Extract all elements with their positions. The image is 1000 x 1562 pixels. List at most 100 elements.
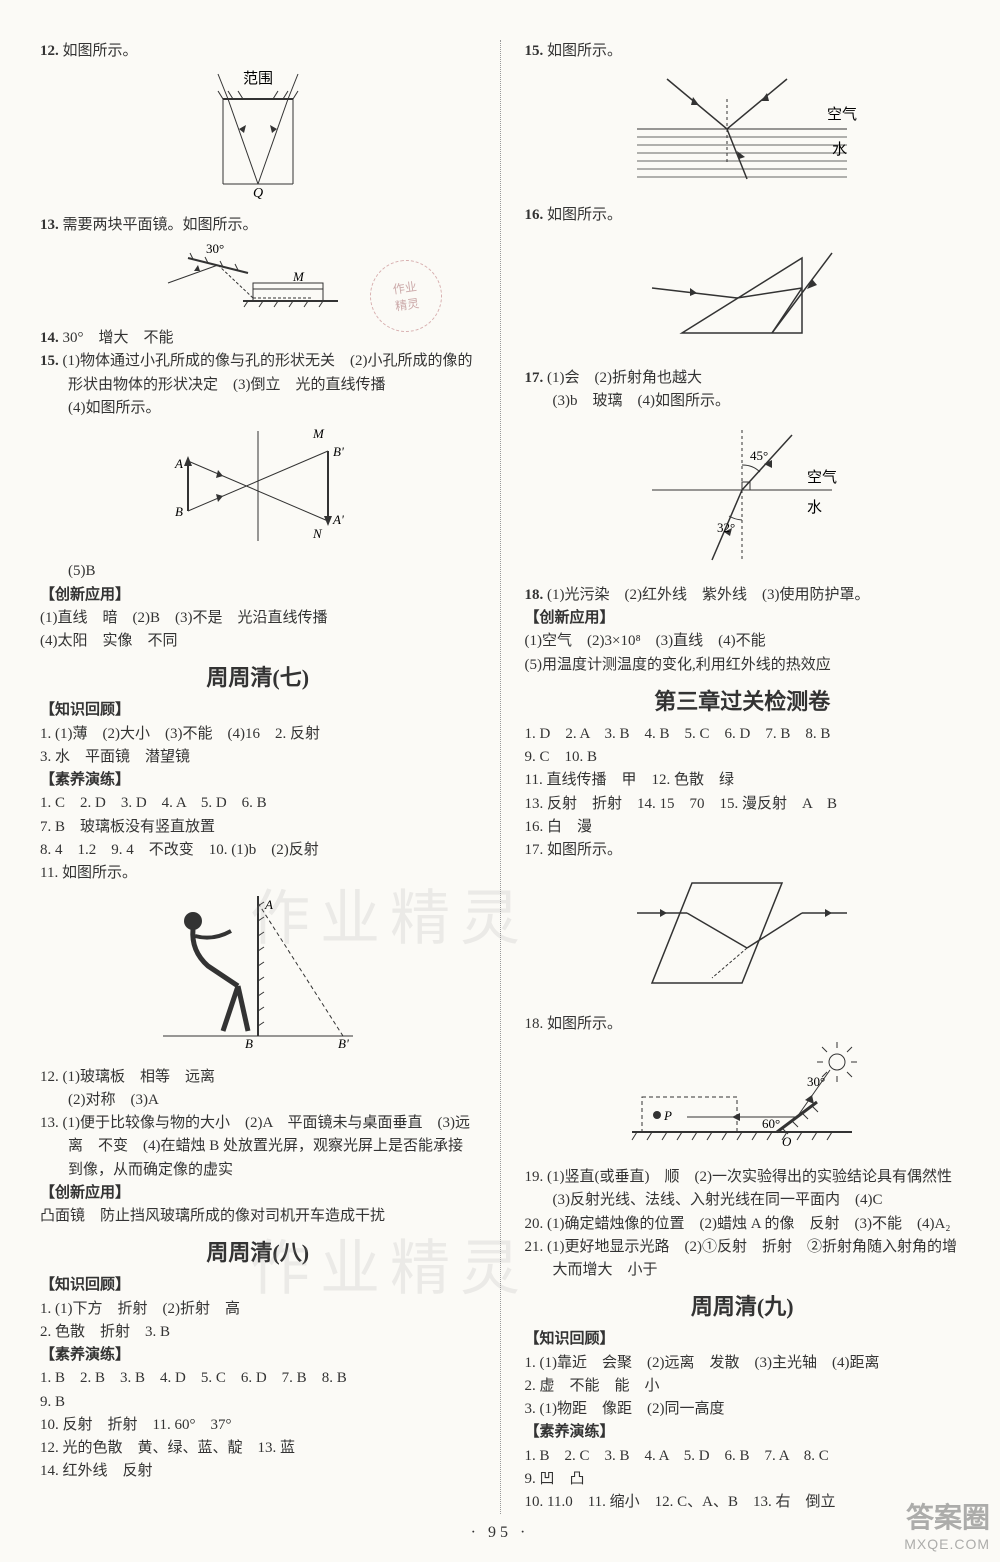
zs9-l2: 2. 虚 不能 能 小 [525, 1375, 961, 1398]
corner-watermark: 答案圈 MXQE.COM [904, 1496, 990, 1552]
r-cx-l1: (1)空气 (2)3×10⁸ (3)直线 (4)不能 [525, 630, 961, 653]
r-q15-num: 15. [525, 43, 544, 59]
right-column: 15. 如图所示。 [525, 40, 961, 1514]
title-ch3: 第三章过关检测卷 [525, 685, 961, 719]
sy8-l1: 1. B 2. B 3. B 4. D 5. C 6. D 7. B 8. B [40, 1367, 476, 1390]
corner-cn: 答案圈 [904, 1496, 990, 1536]
sy9-l1: 1. B 2. C 3. B 4. A 5. D 6. B 7. A 8. C [525, 1445, 961, 1468]
fig12: 范围 Q [40, 69, 476, 207]
r-q18: 18. (1)光污染 (2)红外线 紫外线 (3)使用防护罩。 [525, 584, 961, 607]
q15-num: 15. [40, 353, 59, 369]
ch3-l8-text: 19. (1)竖直(或垂直) 顺 (2)一次实验得出的实验结论具有偶然性 (3)… [525, 1169, 968, 1208]
r-q18-text: (1)光污染 (2)红外线 紫外线 (3)使用防护罩。 [547, 587, 869, 603]
r-fig17b [525, 868, 961, 1006]
zs8-l2: 2. 色散 折射 3. B [40, 1321, 476, 1344]
zs9-header: 【知识回顾】 [525, 1328, 961, 1351]
title-zzq8: 周周清(八) [40, 1236, 476, 1270]
corner-en: MXQE.COM [904, 1536, 990, 1552]
q14: 14. 30° 增大 不能 [40, 327, 476, 350]
page: 作业精灵 作业精灵 作业 精灵 12. 如图所示。 范围 [0, 0, 1000, 1562]
sy7-l5a-text: 12. (1)玻璃板 相等 远离 [40, 1069, 215, 1085]
r-q17-l2: (3)b 玻璃 (4)如图所示。 [525, 390, 961, 413]
sy8-l2: 9. B [40, 1391, 476, 1414]
zs7-header: 【知识回顾】 [40, 699, 476, 722]
sy7-l1: 1. C 2. D 3. D 4. A 5. D 6. B [40, 792, 476, 815]
svg-text:B: B [175, 504, 183, 519]
r-q17-num: 17. [525, 370, 544, 386]
r-q15: 15. 如图所示。 [525, 40, 961, 63]
fig12-label-Q: Q [253, 186, 263, 199]
sy8-l4: 12. 光的色散 黄、绿、蓝、靛 13. 蓝 [40, 1437, 476, 1460]
r-cx-l2: (5)用温度计测温度的变化,利用红外线的热效应 [525, 654, 961, 677]
ch3-l2: 9. C 10. B [525, 746, 961, 769]
r-fig15-air: 空气 [827, 106, 857, 123]
ch3-l4: 13. 反射 折射 14. 15 70 15. 漫反射 A B [525, 793, 961, 816]
sy7-l6-text: 13. (1)便于比较像与物的大小 (2)A 平面镜未与桌面垂直 (3)远离 不… [40, 1115, 470, 1178]
ch3-l7: 18. 如图所示。 [525, 1013, 961, 1036]
cx1-l1: (1)直线 暗 (2)B (3)不是 光沿直线传播 [40, 607, 476, 630]
q13-num: 13. [40, 217, 59, 233]
q12: 12. 如图所示。 [40, 40, 476, 63]
sy9-l2: 9. 凹 凸 [525, 1468, 961, 1491]
left-column: 12. 如图所示。 范围 [40, 40, 476, 1514]
svg-text:30°: 30° [807, 1074, 825, 1089]
fig15-left: A B B' A' M N [40, 426, 476, 554]
fig13-angle: 30° [206, 243, 224, 256]
q15-p2: (4)如图所示。 [40, 397, 476, 420]
sy8-l3: 10. 反射 折射 11. 60° 37° [40, 1414, 476, 1437]
cx7-l1: 凸面镜 防止挡风玻璃所成的像对司机开车造成干扰 [40, 1205, 476, 1228]
cx1-l2: (4)太阳 实像 不同 [40, 630, 476, 653]
svg-text:空气: 空气 [807, 469, 837, 486]
r-q17-l1: (1)会 (2)折射角也越大 [547, 370, 702, 386]
q13: 13. 需要两块平面镜。如图所示。 [40, 214, 476, 237]
r-q18-num: 18. [525, 587, 544, 603]
r-fig18b: P 30° 60° O [525, 1042, 961, 1160]
sy7-l6: 13. (1)便于比较像与物的大小 (2)A 平面镜未与桌面垂直 (3)远离 不… [40, 1112, 476, 1182]
svg-text:60°: 60° [762, 1116, 780, 1131]
svg-text:水: 水 [807, 499, 822, 516]
cx7-header: 【创新应用】 [40, 1182, 476, 1205]
svg-text:P: P [663, 1108, 672, 1123]
q14-text: 30° 增大 不能 [63, 330, 174, 346]
svg-text:B': B' [333, 444, 344, 459]
r-fig15: 空气 水 [525, 69, 961, 197]
ch3-l6: 17. 如图所示。 [525, 839, 961, 862]
fig13: 30° M [40, 243, 476, 321]
sy9-header: 【素养演练】 [525, 1421, 961, 1444]
column-divider [500, 40, 501, 1514]
r-cx-header: 【创新应用】 [525, 607, 961, 630]
r-q16-num: 16. [525, 207, 544, 223]
ch3-l5: 16. 白 漫 [525, 816, 961, 839]
ch3-l10-text: 21. (1)更好地显示光路 (2)①反射 折射 ②折射角随入射角的增大而增大 … [525, 1239, 957, 1278]
ch3-l9-text: 20. (1)确定蜡烛像的位置 (2)蜡烛 A 的像 反射 (3)不能 (4)A… [525, 1216, 951, 1232]
zs7-l2: 3. 水 平面镜 潜望镜 [40, 746, 476, 769]
fig12-label-range: 范围 [243, 70, 273, 87]
sy7-l3: 8. 4 1.2 9. 4 不改变 10. (1)b (2)反射 [40, 839, 476, 862]
sy8-header: 【素养演练】 [40, 1344, 476, 1367]
svg-text:O: O [782, 1134, 792, 1149]
sy7-l2: 7. B 玻璃板没有竖直放置 [40, 816, 476, 839]
sy8-l5: 14. 红外线 反射 [40, 1460, 476, 1483]
two-column-layout: 12. 如图所示。 范围 [40, 40, 960, 1514]
r-fig17: 45° 32° 空气 水 [525, 420, 961, 578]
sy9-l3: 10. 11.0 11. 缩小 12. C、A、B 13. 右 倒立 [525, 1491, 961, 1514]
q15: 15. (1)物体通过小孔所成的像与孔的形状无关 (2)小孔所成的像的形状由物体… [40, 350, 476, 397]
fig13-M: M [292, 269, 305, 284]
zs9-l1: 1. (1)靠近 会聚 (2)远离 发散 (3)主光轴 (4)距离 [525, 1352, 961, 1375]
q12-num: 12. [40, 43, 59, 59]
sy7-l5b: (2)对称 (3)A [40, 1089, 476, 1112]
r-fig16 [525, 233, 961, 361]
r-q15-text: 如图所示。 [547, 43, 622, 59]
q15-p1: (1)物体通过小孔所成的像与孔的形状无关 (2)小孔所成的像的形状由物体的形状决… [63, 353, 473, 392]
r-fig17-45: 45° [750, 448, 768, 463]
title-zzq7: 周周清(七) [40, 661, 476, 695]
r-fig15-water: 水 [832, 141, 847, 158]
q14-num: 14. [40, 330, 59, 346]
sy7-l5a: 12. (1)玻璃板 相等 远离 [40, 1066, 476, 1089]
sy7-l4: 11. 如图所示。 [40, 862, 476, 885]
r-q17: 17. (1)会 (2)折射角也越大 [525, 367, 961, 390]
zs8-header: 【知识回顾】 [40, 1274, 476, 1297]
zs7-l1: 1. (1)薄 (2)大小 (3)不能 (4)16 2. 反射 [40, 723, 476, 746]
sy7-header: 【素养演练】 [40, 769, 476, 792]
cx1-header: 【创新应用】 [40, 584, 476, 607]
